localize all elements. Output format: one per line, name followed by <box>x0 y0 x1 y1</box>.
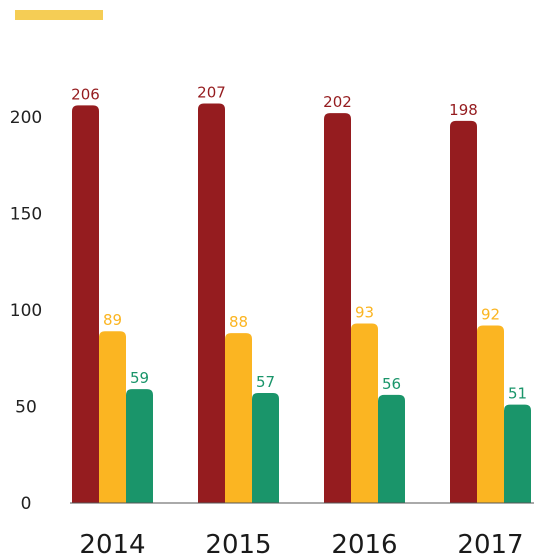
data-label: 89 <box>103 311 122 329</box>
bar-series: 206 89 59 207 88 57 202 93 56 198 92 51 <box>71 83 531 504</box>
bar-2014-series-1 <box>72 105 99 504</box>
data-label: 88 <box>229 313 248 331</box>
data-label: 206 <box>71 85 100 103</box>
data-label: 56 <box>382 375 401 393</box>
x-category-label: 2015 <box>205 530 271 560</box>
bar-2017-series-3 <box>504 404 531 503</box>
x-axis-labels: 2014 2015 2016 2017 <box>79 530 523 560</box>
data-label: 57 <box>256 373 275 391</box>
bar-2016-series-2 <box>351 323 378 503</box>
y-tick-label: 50 <box>15 398 37 418</box>
x-category-label: 2017 <box>457 530 523 560</box>
y-tick-label: 150 <box>10 205 42 225</box>
data-label: 198 <box>449 101 478 119</box>
y-tick-label: 100 <box>10 301 42 321</box>
x-category-label: 2016 <box>331 530 397 560</box>
data-label: 59 <box>130 369 149 387</box>
y-tick-label: 200 <box>10 108 42 128</box>
data-label: 51 <box>508 385 527 403</box>
header-accent-bar <box>15 10 103 20</box>
bar-2014-series-2 <box>99 331 126 503</box>
x-category-label: 2014 <box>79 530 145 560</box>
bar-2016-series-1 <box>324 113 351 503</box>
bar-2017-series-2 <box>477 325 504 503</box>
y-tick-label: 0 <box>21 494 32 514</box>
bar-2014-series-3 <box>126 389 153 503</box>
data-label: 93 <box>355 304 374 322</box>
data-label: 92 <box>481 305 500 323</box>
bar-2017-series-1 <box>450 120 477 504</box>
data-label: 202 <box>323 93 352 111</box>
bar-2016-series-3 <box>378 394 405 503</box>
data-label: 207 <box>197 83 226 101</box>
bar-2015-series-2 <box>225 333 252 503</box>
bar-2015-series-3 <box>252 392 279 503</box>
y-axis: 0 50 100 150 200 <box>10 108 42 514</box>
bar-2015-series-1 <box>198 103 225 504</box>
